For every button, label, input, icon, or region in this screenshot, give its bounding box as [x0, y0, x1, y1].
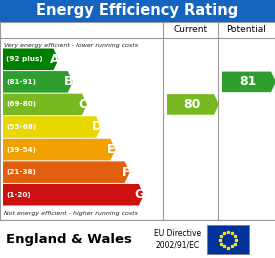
- Text: (1-20): (1-20): [6, 192, 31, 198]
- Polygon shape: [3, 161, 130, 183]
- Text: C: C: [78, 98, 87, 111]
- Polygon shape: [3, 71, 73, 93]
- Text: Potential: Potential: [227, 26, 266, 35]
- Text: A: A: [50, 53, 59, 66]
- Text: England & Wales: England & Wales: [6, 232, 132, 246]
- Text: (92 plus): (92 plus): [6, 56, 43, 62]
- Text: Not energy efficient - higher running costs: Not energy efficient - higher running co…: [4, 211, 138, 215]
- Polygon shape: [3, 116, 101, 138]
- Polygon shape: [3, 49, 59, 70]
- Text: (81-91): (81-91): [6, 79, 36, 85]
- Bar: [0, 0, 275, 22]
- Text: 80: 80: [183, 98, 200, 111]
- Text: (55-68): (55-68): [6, 124, 36, 130]
- Bar: [207, 225, 249, 254]
- Bar: [0, 220, 275, 258]
- Text: D: D: [92, 120, 102, 133]
- Polygon shape: [3, 139, 116, 160]
- Polygon shape: [3, 94, 87, 115]
- Polygon shape: [167, 94, 219, 115]
- Text: Energy Efficiency Rating: Energy Efficiency Rating: [36, 4, 239, 19]
- Text: E: E: [107, 143, 116, 156]
- Text: Very energy efficient - lower running costs: Very energy efficient - lower running co…: [4, 43, 138, 47]
- Bar: [0, 22, 275, 220]
- Text: (21-38): (21-38): [6, 169, 36, 175]
- Text: EU Directive
2002/91/EC: EU Directive 2002/91/EC: [155, 229, 202, 249]
- Polygon shape: [222, 71, 275, 92]
- Text: 81: 81: [239, 75, 256, 88]
- Text: Current: Current: [174, 26, 208, 35]
- Text: B: B: [64, 75, 73, 88]
- Text: F: F: [121, 166, 130, 179]
- Text: G: G: [135, 188, 145, 201]
- Polygon shape: [3, 184, 144, 206]
- Text: (39-54): (39-54): [6, 147, 36, 152]
- Text: (69-80): (69-80): [6, 101, 36, 107]
